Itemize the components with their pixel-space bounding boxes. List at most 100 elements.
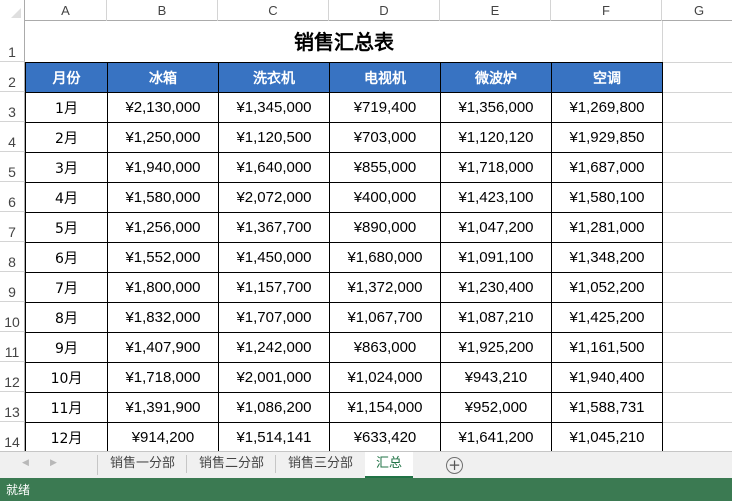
column-header-d[interactable]: D — [329, 0, 440, 21]
cell-aircon[interactable]: ¥1,045,210 — [551, 422, 663, 451]
cell-tv[interactable]: ¥703,000 — [329, 122, 441, 153]
cell-fridge[interactable]: ¥1,940,000 — [107, 152, 219, 183]
row-header-6[interactable]: 6 — [0, 182, 25, 212]
cell-aircon[interactable]: ¥1,940,400 — [551, 362, 663, 393]
cell-tv[interactable]: ¥1,024,000 — [329, 362, 441, 393]
cell-washer[interactable]: ¥2,072,000 — [218, 182, 330, 213]
cell-microwave[interactable]: ¥1,925,200 — [440, 332, 552, 363]
cell-fridge[interactable]: ¥1,800,000 — [107, 272, 219, 303]
row-header-2[interactable]: 2 — [0, 62, 25, 92]
cell-tv[interactable]: ¥855,000 — [329, 152, 441, 183]
prev-sheet-arrow-icon[interactable]: ◀ — [22, 458, 29, 468]
cell-microwave[interactable]: ¥943,210 — [440, 362, 552, 393]
cell-tv[interactable]: ¥890,000 — [329, 212, 441, 243]
column-header-e[interactable]: E — [440, 0, 551, 21]
cell-month[interactable]: 2月 — [25, 122, 108, 153]
cell-washer[interactable]: ¥1,514,141 — [218, 422, 330, 451]
cell-washer[interactable]: ¥1,450,000 — [218, 242, 330, 273]
cell-microwave[interactable]: ¥1,091,100 — [440, 242, 552, 273]
cell-aircon[interactable]: ¥1,425,200 — [551, 302, 663, 333]
cell-microwave[interactable]: ¥952,000 — [440, 392, 552, 423]
row-header-12[interactable]: 12 — [0, 362, 25, 392]
cell-month[interactable]: 12月 — [25, 422, 108, 451]
cell-microwave[interactable]: ¥1,423,100 — [440, 182, 552, 213]
cell-fridge[interactable]: ¥1,718,000 — [107, 362, 219, 393]
cell-month[interactable]: 7月 — [25, 272, 108, 303]
cell-washer[interactable]: ¥1,640,000 — [218, 152, 330, 183]
header-cell-month[interactable]: 月份 — [25, 62, 108, 93]
cell-tv[interactable]: ¥863,000 — [329, 332, 441, 363]
row-header-4[interactable]: 4 — [0, 122, 25, 152]
cell-microwave[interactable]: ¥1,047,200 — [440, 212, 552, 243]
cell-aircon[interactable]: ¥1,348,200 — [551, 242, 663, 273]
cell-month[interactable]: 11月 — [25, 392, 108, 423]
cell-aircon[interactable]: ¥1,281,000 — [551, 212, 663, 243]
header-cell-tv[interactable]: 电视机 — [329, 62, 441, 93]
row-header-1[interactable]: 1 — [0, 21, 25, 62]
column-header-f[interactable]: F — [551, 0, 662, 21]
cell-fridge[interactable]: ¥1,256,000 — [107, 212, 219, 243]
sheet-tab-branch-1[interactable]: 销售一分部 — [98, 452, 187, 478]
cell-aircon[interactable]: ¥1,588,731 — [551, 392, 663, 423]
cell-washer[interactable]: ¥1,120,500 — [218, 122, 330, 153]
cell-fridge[interactable]: ¥914,200 — [107, 422, 219, 451]
row-header-13[interactable]: 13 — [0, 392, 25, 422]
sheet-tab-summary[interactable]: 汇总 — [365, 452, 413, 478]
cell-washer[interactable]: ¥1,345,000 — [218, 92, 330, 123]
cell-aircon[interactable]: ¥1,161,500 — [551, 332, 663, 363]
cell-washer[interactable]: ¥1,367,700 — [218, 212, 330, 243]
cell-month[interactable]: 3月 — [25, 152, 108, 183]
row-header-3[interactable]: 3 — [0, 92, 25, 122]
header-cell-aircon[interactable]: 空调 — [551, 62, 663, 93]
row-header-11[interactable]: 11 — [0, 332, 25, 362]
cell-tv[interactable]: ¥1,372,000 — [329, 272, 441, 303]
cell-microwave[interactable]: ¥1,641,200 — [440, 422, 552, 451]
worksheet-grid[interactable]: A B C D E F G 1 2 3 4 5 6 7 8 9 10 11 12… — [0, 0, 732, 451]
header-cell-microwave[interactable]: 微波炉 — [440, 62, 552, 93]
add-sheet-button[interactable]: + — [446, 457, 463, 474]
cell-tv[interactable]: ¥1,680,000 — [329, 242, 441, 273]
cell-fridge[interactable]: ¥1,407,900 — [107, 332, 219, 363]
cell-tv[interactable]: ¥1,067,700 — [329, 302, 441, 333]
cell-microwave[interactable]: ¥1,087,210 — [440, 302, 552, 333]
cell-aircon[interactable]: ¥1,580,100 — [551, 182, 663, 213]
header-cell-washer[interactable]: 洗衣机 — [218, 62, 330, 93]
cell-tv[interactable]: ¥719,400 — [329, 92, 441, 123]
row-header-8[interactable]: 8 — [0, 242, 25, 272]
cell-washer[interactable]: ¥1,242,000 — [218, 332, 330, 363]
cell-tv[interactable]: ¥1,154,000 — [329, 392, 441, 423]
cell-aircon[interactable]: ¥1,929,850 — [551, 122, 663, 153]
column-header-a[interactable]: A — [25, 0, 107, 21]
cell-fridge[interactable]: ¥1,580,000 — [107, 182, 219, 213]
row-header-9[interactable]: 9 — [0, 272, 25, 302]
cell-washer[interactable]: ¥1,707,000 — [218, 302, 330, 333]
cell-month[interactable]: 6月 — [25, 242, 108, 273]
cell-month[interactable]: 1月 — [25, 92, 108, 123]
cell-microwave[interactable]: ¥1,356,000 — [440, 92, 552, 123]
sheet-tab-branch-2[interactable]: 销售二分部 — [187, 452, 276, 478]
cell-microwave[interactable]: ¥1,230,400 — [440, 272, 552, 303]
cell-microwave[interactable]: ¥1,718,000 — [440, 152, 552, 183]
column-header-b[interactable]: B — [107, 0, 218, 21]
cell-month[interactable]: 10月 — [25, 362, 108, 393]
cell-washer[interactable]: ¥1,086,200 — [218, 392, 330, 423]
sheet-title-cell[interactable]: 销售汇总表 — [26, 22, 662, 62]
header-cell-fridge[interactable]: 冰箱 — [107, 62, 219, 93]
cell-fridge[interactable]: ¥1,391,900 — [107, 392, 219, 423]
cell-tv[interactable]: ¥633,420 — [329, 422, 441, 451]
cell-fridge[interactable]: ¥1,250,000 — [107, 122, 219, 153]
column-header-g[interactable]: G — [662, 0, 732, 21]
row-header-7[interactable]: 7 — [0, 212, 25, 242]
cell-fridge[interactable]: ¥2,130,000 — [107, 92, 219, 123]
cell-washer[interactable]: ¥2,001,000 — [218, 362, 330, 393]
cell-aircon[interactable]: ¥1,052,200 — [551, 272, 663, 303]
select-all-button[interactable] — [0, 0, 25, 21]
row-header-10[interactable]: 10 — [0, 302, 25, 332]
cell-fridge[interactable]: ¥1,552,000 — [107, 242, 219, 273]
cell-washer[interactable]: ¥1,157,700 — [218, 272, 330, 303]
cell-month[interactable]: 9月 — [25, 332, 108, 363]
cell-tv[interactable]: ¥400,000 — [329, 182, 441, 213]
row-header-14[interactable]: 14 — [0, 422, 25, 451]
sheet-tab-branch-3[interactable]: 销售三分部 — [276, 452, 365, 478]
cell-microwave[interactable]: ¥1,120,120 — [440, 122, 552, 153]
